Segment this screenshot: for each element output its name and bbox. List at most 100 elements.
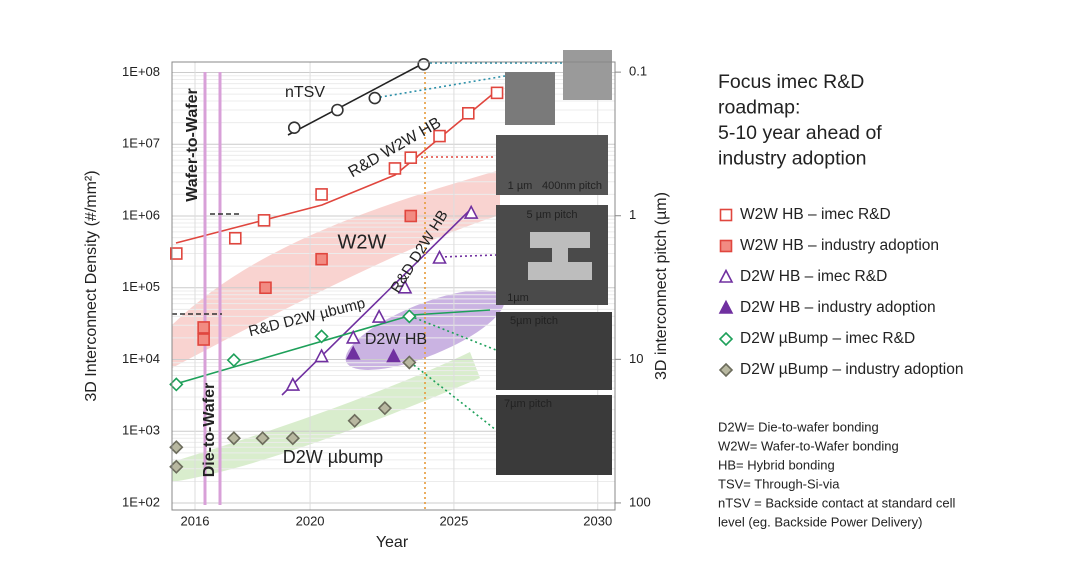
annotation: 1µm (507, 292, 529, 304)
annotation: 400nm pitch (542, 180, 602, 192)
marker (315, 188, 328, 201)
legend-label: D2W µBump – imec R&D (740, 330, 915, 347)
sem-image (563, 50, 612, 100)
trend-line (281, 207, 473, 396)
side-title: roadmap: (718, 97, 800, 119)
trend-line (175, 87, 501, 244)
legend-label: D2W HB – industry adoption (740, 299, 936, 316)
annotation: Die-to-Wafer (201, 383, 218, 478)
legend-marker (718, 362, 734, 378)
legend-label: D2W µBump – industry adoption (740, 361, 963, 378)
marker (255, 431, 270, 446)
y-tick-label: 1E+08 (122, 64, 160, 79)
x-tick-label: 2020 (296, 513, 325, 528)
sem-image (496, 312, 612, 390)
marker (287, 121, 301, 135)
legend-label: W2W HB – imec R&D (740, 206, 891, 223)
annotation: Wafer-to-Wafer (184, 88, 201, 201)
y2-tick-label: 1 (629, 207, 636, 222)
marker (490, 86, 504, 100)
note: TSV= Through-Si-via (718, 476, 840, 491)
legend-marker (719, 239, 733, 253)
marker (386, 348, 401, 363)
marker (404, 151, 418, 164)
series-label: nTSV (285, 84, 325, 101)
marks (169, 58, 504, 474)
marker (397, 279, 413, 294)
legend-marker (718, 299, 734, 314)
y-tick-label: 1E+07 (122, 136, 160, 151)
marker (402, 309, 417, 324)
note: W2W= Wafer-to-Wafer bonding (718, 438, 899, 453)
y2-tick-label: 100 (629, 494, 651, 509)
d2w-hb-band (345, 290, 505, 370)
marker (461, 106, 475, 120)
legend-marker (719, 208, 733, 222)
note: HB= Hybrid bonding (718, 457, 835, 472)
sem-image (496, 135, 608, 195)
side-title: industry adoption (718, 148, 867, 170)
x-axis-label: Year (376, 534, 409, 551)
marker (404, 209, 418, 223)
y-tick-label: 1E+03 (122, 423, 160, 438)
side-title: 5-10 year ahead of (718, 122, 882, 144)
marker (228, 231, 242, 245)
sem-image (505, 72, 555, 125)
marker (368, 91, 382, 105)
note: level (eg. Backside Power Delivery) (718, 514, 922, 529)
annotation: 5µm pitch (510, 315, 558, 327)
marker (433, 129, 446, 143)
marker (388, 162, 402, 175)
marker (345, 345, 361, 360)
x-tick-label: 2030 (583, 513, 612, 528)
annotation: 5 µm pitch (527, 209, 578, 221)
marker (197, 321, 210, 334)
x-tick-label: 2016 (181, 513, 210, 528)
annotation: W2W (338, 231, 387, 253)
legend-label: D2W HB – imec R&D (740, 268, 887, 285)
marker (314, 348, 329, 363)
marker (315, 252, 328, 266)
marker (377, 401, 393, 416)
marker (347, 413, 362, 428)
marker (314, 329, 329, 344)
marker (226, 353, 241, 368)
marker (432, 249, 447, 264)
marker (371, 308, 387, 323)
marker (170, 247, 183, 260)
marker (226, 431, 241, 446)
y-tick-label: 1E+02 (122, 494, 160, 509)
y2-tick-label: 10 (629, 351, 643, 366)
side-title: Focus imec R&D (718, 71, 864, 93)
y-axis-label: 3D Interconnect Density (#/mm²) (83, 170, 100, 401)
marker (197, 333, 210, 346)
legend-marker (718, 268, 734, 283)
y-tick-label: 1E+06 (122, 207, 160, 222)
marker (257, 214, 271, 227)
annotation: D2W HB (365, 331, 427, 348)
sem-images (496, 50, 612, 475)
pointer (374, 75, 506, 99)
legend-label: W2W HB – industry adoption (740, 237, 939, 254)
trend-line (287, 62, 425, 136)
marker (402, 355, 417, 370)
note: nTSV = Backside contact at standard cell (718, 495, 955, 510)
y2-tick-label: 0.1 (629, 64, 647, 79)
marker (463, 204, 479, 219)
annotation: 7µm pitch (504, 398, 552, 410)
y-tick-label: 1E+04 (122, 351, 160, 366)
pointer (409, 361, 497, 431)
marker (417, 58, 431, 71)
x-tick-label: 2025 (439, 513, 468, 528)
sem-image (496, 395, 612, 475)
y2-axis-label: 3D interconnect pitch (µm) (653, 192, 670, 380)
annotation: 1 µm (508, 180, 533, 192)
d2w-ubump-band (172, 352, 480, 482)
marker (285, 376, 301, 391)
marker (259, 281, 272, 295)
y-tick-label: 1E+05 (122, 279, 160, 294)
annotation: D2W µbump (283, 447, 383, 467)
pointer (409, 315, 497, 351)
sem-feature (528, 232, 592, 280)
